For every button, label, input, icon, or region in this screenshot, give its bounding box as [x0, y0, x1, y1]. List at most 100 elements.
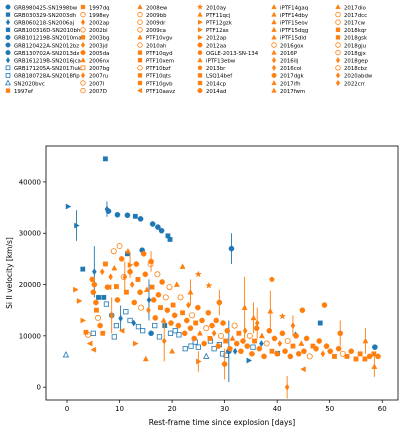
data-point: [217, 332, 224, 339]
data-point: [65, 203, 72, 210]
legend-marker: [137, 27, 143, 33]
legend-marker: [197, 27, 203, 33]
legend-marker: [80, 35, 86, 40]
data-point: [113, 284, 119, 290]
legend-label: 2016gox: [280, 43, 304, 49]
data-point: [85, 331, 92, 338]
data-point: [269, 276, 275, 282]
data-point: [162, 323, 168, 329]
legend-label: 2007D: [89, 89, 107, 95]
legend-label: PTF10vgv: [146, 36, 173, 42]
legend-marker: [335, 27, 341, 32]
legend-entry: iPTF14dby: [271, 11, 309, 19]
legend-marker: [271, 64, 277, 71]
data-point: [111, 264, 118, 271]
data-point: [161, 337, 167, 345]
legend-entry: LSQ14bef: [197, 73, 232, 80]
data-point: [118, 327, 125, 334]
legend-label: 2017ifh: [280, 81, 301, 87]
legend-label: iPTF13ebw: [206, 59, 236, 65]
legend-marker: [197, 11, 203, 17]
data-point: [274, 351, 280, 357]
data-point: [114, 211, 121, 218]
legend-entry: iPTF14gaq: [271, 4, 308, 11]
legend-entry: 1997dq: [80, 4, 110, 11]
legend-label: 2017cw: [344, 21, 366, 27]
legend-label: PTF10qts: [146, 74, 171, 80]
legend-entry: 2010ah: [137, 42, 166, 49]
data-point: [327, 348, 334, 355]
legend-marker: [80, 57, 86, 63]
legend-marker: [271, 42, 277, 48]
legend-marker: [80, 27, 86, 33]
data-point: [207, 336, 213, 341]
legend-entry: GRB100316D-SN2010bh: [5, 27, 80, 34]
data-point: [203, 325, 210, 332]
legend-marker: [197, 50, 203, 55]
plot-marks: [62, 156, 381, 399]
legend-label: 2005da: [89, 51, 109, 57]
data-point: [353, 356, 359, 362]
data-point: [215, 343, 222, 349]
data-point: [99, 268, 105, 276]
x-tick-label: 40: [273, 405, 282, 413]
legend-entry: GRB060218-SN2006aj: [5, 19, 74, 27]
legend-label: 2022crr: [344, 81, 366, 87]
legend-entry: PTF10qyd: [137, 50, 173, 57]
data-point: [125, 247, 131, 254]
data-point: [164, 307, 171, 314]
legend-entry: 2007D: [80, 87, 107, 95]
legend-entry: GRB120422A-SN2012bz: [5, 42, 79, 49]
data-point: [193, 320, 199, 326]
data-point: [149, 221, 156, 227]
legend-label: 2002ap: [89, 21, 110, 27]
data-point: [238, 348, 244, 355]
legend-marker: [5, 19, 11, 26]
data-point: [244, 343, 251, 349]
x-tick-label: 60: [378, 405, 387, 413]
legend-marker: [5, 50, 11, 56]
legend-entry: GRB980425-SN1998bw: [5, 4, 78, 11]
legend-label: 1997dq: [89, 5, 110, 11]
data-point: [138, 304, 145, 311]
y-tick-label: 40000: [19, 178, 41, 186]
legend-marker: [5, 88, 11, 93]
data-point: [227, 345, 233, 352]
data-point: [205, 309, 212, 316]
data-point: [323, 343, 330, 349]
legend-marker: [271, 57, 277, 64]
data-point: [100, 330, 106, 336]
data-point: [181, 330, 188, 337]
data-point: [335, 345, 342, 352]
data-point: [94, 307, 99, 313]
legend-marker: [5, 27, 11, 32]
legend-label: 2018gjx: [344, 51, 367, 57]
legend-marker: [5, 4, 11, 10]
legend-marker: [335, 57, 341, 64]
data-point: [220, 320, 226, 326]
data-point: [372, 344, 378, 350]
data-point: [362, 337, 369, 344]
data-point: [170, 302, 176, 308]
x-tick-label: 0: [65, 405, 69, 413]
data-point: [133, 340, 139, 347]
legend-label: PTF10aavz: [146, 89, 175, 95]
legend-entry: 2017dio: [335, 4, 366, 11]
legend-entry: 2017dcc: [335, 11, 367, 19]
legend-label: PTF10gvb: [146, 81, 173, 87]
data-point: [127, 317, 133, 324]
data-point: [252, 338, 257, 344]
data-point: [371, 351, 377, 357]
legend-label: GRB101219B-SN2010ma: [14, 36, 82, 42]
data-point: [177, 294, 184, 301]
data-point: [179, 263, 186, 269]
data-point: [224, 327, 231, 334]
legend-label: 2006nx: [89, 59, 110, 65]
x-tick-label: 10: [115, 405, 124, 413]
data-point: [293, 333, 299, 339]
data-point: [158, 227, 165, 234]
legend-marker: [80, 87, 86, 94]
data-point: [186, 301, 191, 309]
legend-marker: [271, 80, 277, 86]
data-point: [366, 353, 373, 360]
